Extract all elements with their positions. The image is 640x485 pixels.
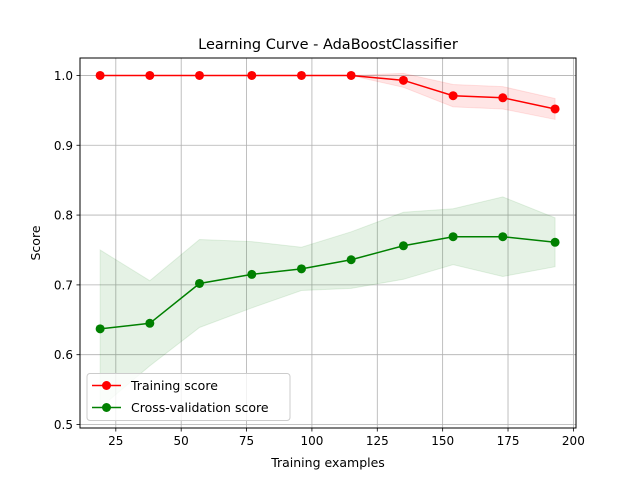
confidence-band-cv bbox=[99, 196, 556, 409]
x-tick-label: 150 bbox=[431, 434, 454, 448]
y-axis-label: Score bbox=[28, 225, 43, 260]
data-point-cv bbox=[145, 318, 155, 328]
x-tick-label: 175 bbox=[497, 434, 520, 448]
data-point-cv bbox=[194, 278, 204, 288]
data-point-training bbox=[247, 70, 257, 80]
legend-box bbox=[86, 373, 291, 421]
data-point-training bbox=[95, 70, 105, 80]
data-point-cv bbox=[296, 264, 306, 274]
data-point-training bbox=[346, 70, 356, 80]
y-tick-label: 0.7 bbox=[54, 278, 73, 292]
x-tick-label: 125 bbox=[366, 434, 389, 448]
data-point-training bbox=[498, 93, 508, 103]
data-point-cv bbox=[346, 255, 356, 265]
x-tick-label: 25 bbox=[108, 434, 123, 448]
x-tick-label: 100 bbox=[300, 434, 323, 448]
axis-ticks: 25 50 75 100 125 150 175 200 0.5 0.6 0.7 0.8 0.9 1.0 bbox=[54, 69, 585, 448]
y-tick-label: 0.8 bbox=[54, 209, 73, 223]
plot-frame bbox=[79, 57, 577, 429]
series-line-training bbox=[100, 74, 556, 110]
y-tick-label: 0.5 bbox=[54, 418, 73, 432]
legend-marker-cv bbox=[102, 403, 111, 412]
x-tick-label: 50 bbox=[174, 434, 189, 448]
data-point-training bbox=[398, 75, 408, 85]
y-tick-label: 0.9 bbox=[54, 139, 73, 153]
x-tick-label: 75 bbox=[239, 434, 254, 448]
legend-label-cv: Cross-validation score bbox=[131, 400, 269, 415]
data-point-training bbox=[296, 70, 306, 80]
x-axis-label: Training examples bbox=[270, 455, 385, 470]
data-point-cv bbox=[398, 241, 408, 251]
legend: Training score Cross-validation score bbox=[86, 373, 291, 421]
y-tick-label: 0.6 bbox=[54, 348, 73, 362]
data-point-training bbox=[550, 104, 560, 114]
data-point-cv bbox=[550, 237, 560, 247]
data-point-cv bbox=[95, 324, 105, 334]
legend-label-training: Training score bbox=[130, 378, 218, 393]
data-point-cv bbox=[448, 232, 458, 242]
y-tick-label: 1.0 bbox=[54, 69, 73, 83]
data-point-training bbox=[448, 91, 458, 101]
data-point-training bbox=[145, 70, 155, 80]
data-point-cv bbox=[247, 269, 257, 279]
data-point-training bbox=[194, 70, 204, 80]
chart-title: Learning Curve - AdaBoostClassifier bbox=[198, 37, 458, 53]
data-point-cv bbox=[498, 232, 508, 242]
series bbox=[95, 70, 560, 334]
legend-marker-training bbox=[102, 381, 111, 390]
x-tick-label: 200 bbox=[562, 434, 585, 448]
series-line-cv bbox=[100, 235, 556, 330]
